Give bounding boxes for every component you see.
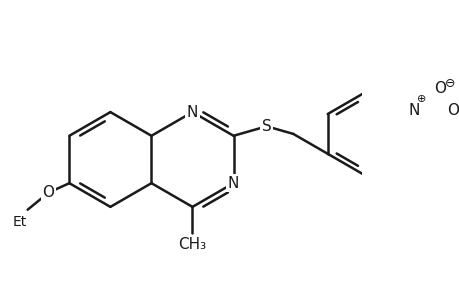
Text: O: O xyxy=(447,103,459,118)
Text: N: N xyxy=(407,103,419,118)
Text: O: O xyxy=(42,185,54,200)
Text: O: O xyxy=(433,81,445,96)
Text: ⊖: ⊖ xyxy=(443,77,454,90)
Text: CH₃: CH₃ xyxy=(178,237,206,252)
Text: Et: Et xyxy=(13,215,27,230)
Text: N: N xyxy=(186,105,198,120)
Text: N: N xyxy=(227,176,239,191)
Text: ⊕: ⊕ xyxy=(416,94,425,104)
Text: S: S xyxy=(261,119,271,134)
